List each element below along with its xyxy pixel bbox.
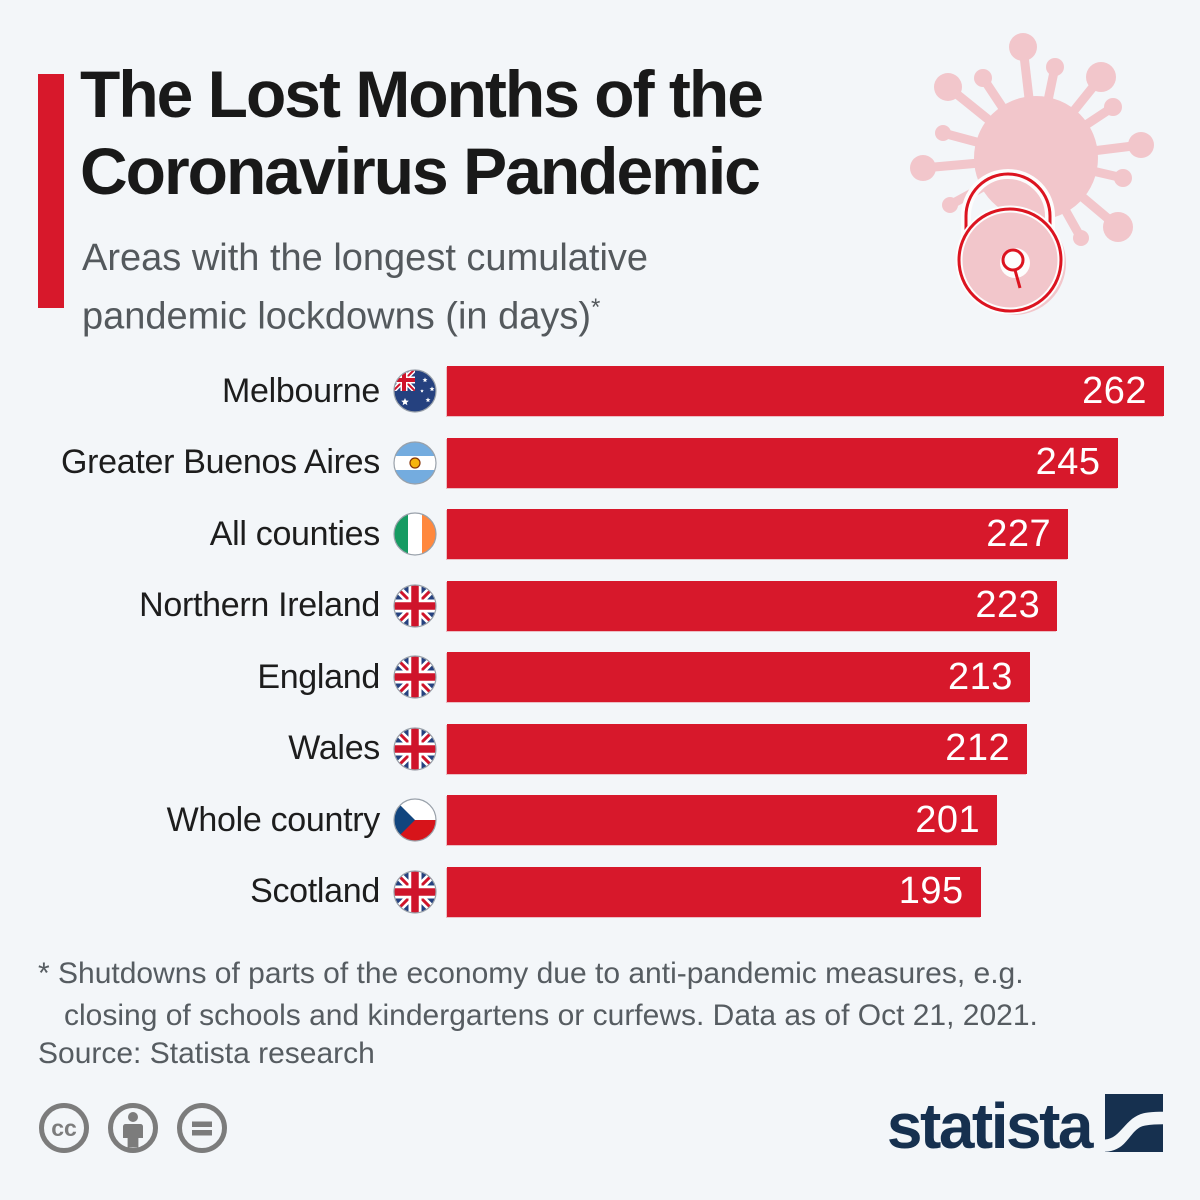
bar: 262 <box>447 366 1164 416</box>
bar-value-label: 223 <box>975 584 1041 626</box>
category-label: All counties <box>209 514 381 553</box>
coronavirus-lock-illustration <box>903 20 1163 325</box>
footnote-marker: * <box>591 294 601 321</box>
bar-row: Whole country 201 <box>0 795 1200 845</box>
category-label: Northern Ireland <box>139 586 380 624</box>
flag-uk-icon <box>393 655 437 699</box>
bar-value-label: 201 <box>915 798 981 841</box>
bar-row: Scotland 195 <box>0 866 1200 917</box>
source-text: Source: Statista research <box>38 1037 375 1070</box>
category-label: Wales <box>288 729 380 767</box>
bar: 212 <box>447 723 1028 774</box>
title-line-2: Coronavirus Pandemic <box>80 134 761 208</box>
flag-argentina-icon <box>393 440 437 485</box>
footnote-line-2: closing of schools and kindergartens or … <box>64 999 1038 1032</box>
statista-logo: statista <box>886 1089 1163 1162</box>
bar-value-label: 262 <box>1082 369 1147 412</box>
page-title: The Lost Months of the Coronavirus Pande… <box>80 56 764 210</box>
bar-row: Greater Buenos Aires 245 <box>0 437 1200 488</box>
license-icons: cc <box>36 1100 230 1161</box>
bar-chart: Melbourne 262 Greater Buenos Aires 245 All c… <box>0 366 1200 938</box>
category-label: Scotland <box>250 872 380 910</box>
bar-row: All counties 227 <box>0 509 1200 559</box>
bar-row: Melbourne 262 <box>0 366 1200 416</box>
category-label: Greater Buenos Aires <box>60 443 380 481</box>
flag-uk-icon <box>393 869 437 914</box>
bar-value-label: 245 <box>1035 441 1101 483</box>
bar: 195 <box>447 866 981 917</box>
bar-value-label: 195 <box>898 870 964 912</box>
bar: 227 <box>447 509 1069 559</box>
title-accent-bar <box>38 74 64 308</box>
flag-australia-icon <box>393 369 437 413</box>
virus-padlock-icon <box>910 33 1154 315</box>
subtitle-line-1: Areas with the longest cumulative <box>82 237 649 279</box>
footnote: * Shutdowns of parts of the economy due … <box>38 953 1038 1037</box>
bar-row: England 213 <box>0 652 1200 702</box>
category-label: Melbourne <box>222 371 380 410</box>
flag-czechia-icon <box>393 798 437 842</box>
bar-value-label: 212 <box>945 727 1011 769</box>
page-subtitle: Areas with the longest cumulative pandem… <box>82 234 648 342</box>
title-line-1: The Lost Months of the <box>80 57 764 131</box>
bar: 201 <box>447 795 998 845</box>
subtitle-line-2: pandemic lockdowns (in days)* <box>82 294 601 338</box>
category-label: England <box>257 657 380 696</box>
flag-uk-icon <box>393 583 437 628</box>
category-label: Whole country <box>166 800 381 839</box>
flag-ireland-icon <box>393 512 437 556</box>
bar: 223 <box>447 580 1058 631</box>
bar: 245 <box>447 437 1118 488</box>
bar: 213 <box>447 652 1030 702</box>
statista-logo-text: statista <box>886 1089 1094 1162</box>
flag-uk-icon <box>393 726 437 771</box>
nd-equals-icon <box>174 1100 230 1161</box>
cc-icon: cc <box>36 1100 92 1161</box>
bar-value-label: 213 <box>947 655 1013 698</box>
footnote-line-1: * Shutdowns of parts of the economy due … <box>38 957 1024 990</box>
bar-row: Wales 212 <box>0 723 1200 774</box>
statista-logo-mark-icon <box>1105 1094 1163 1157</box>
bar-row: Northern Ireland 223 <box>0 580 1200 631</box>
bar-value-label: 227 <box>986 512 1052 555</box>
by-person-icon <box>105 1100 161 1161</box>
svg-text:cc: cc <box>51 1115 77 1141</box>
